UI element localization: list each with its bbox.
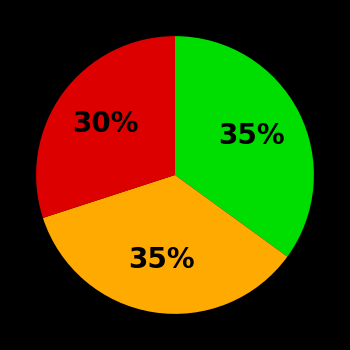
Text: 35%: 35% <box>128 246 195 274</box>
Text: 30%: 30% <box>72 110 139 138</box>
Wedge shape <box>43 175 287 314</box>
Text: 35%: 35% <box>218 122 285 150</box>
Wedge shape <box>175 36 314 257</box>
Wedge shape <box>36 36 175 218</box>
